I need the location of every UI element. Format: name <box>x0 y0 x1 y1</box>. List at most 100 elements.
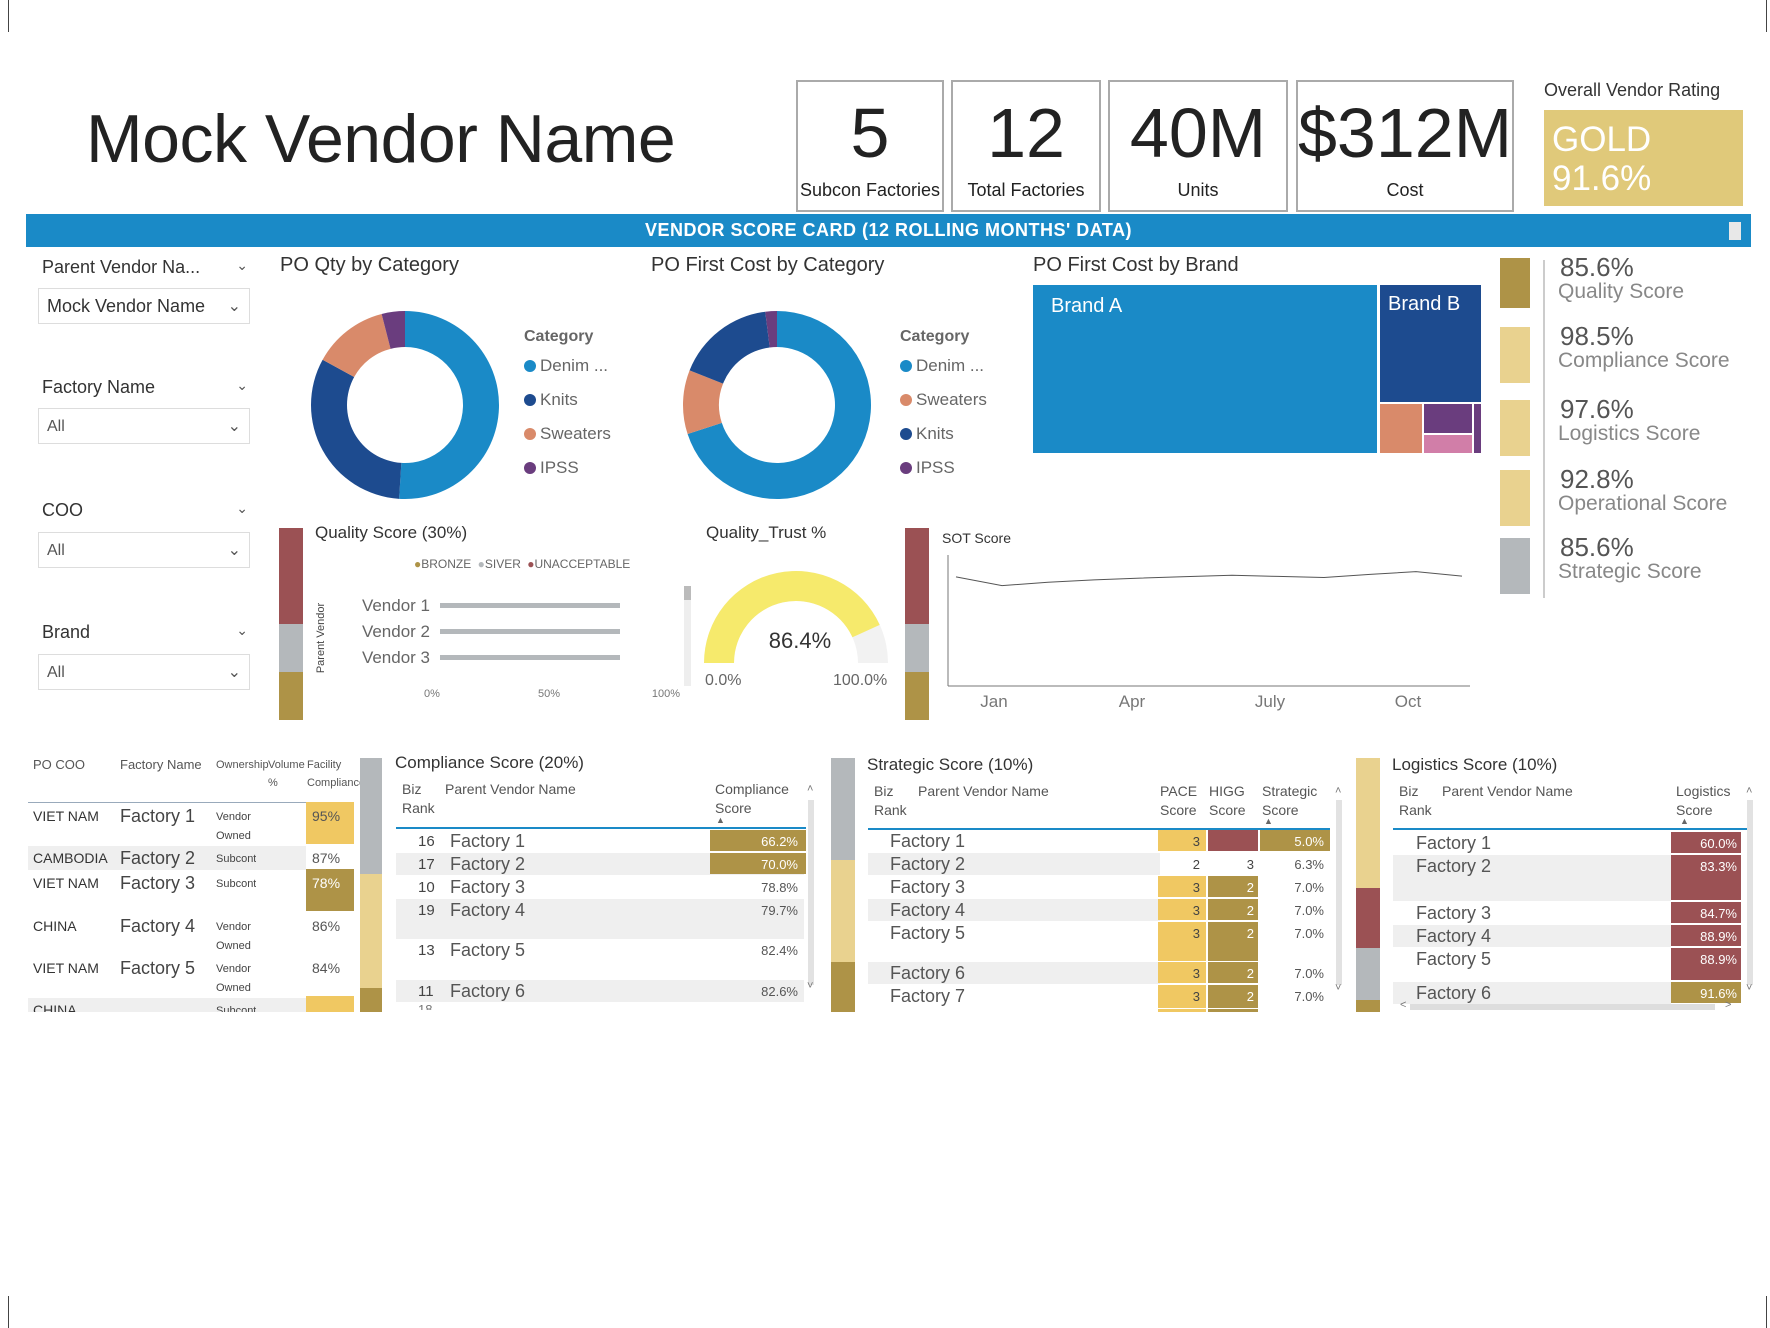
filter-coo-label[interactable]: COO ⌄ <box>42 500 252 521</box>
cell-score: 88.9% <box>1700 929 1737 944</box>
donut-slice[interactable] <box>689 311 770 384</box>
quality-bar[interactable] <box>440 629 620 634</box>
filter-brand-label[interactable]: Brand ⌄ <box>42 622 252 643</box>
chevron-down-icon[interactable]: ⌄ <box>236 622 248 638</box>
filter-parent-vendor-select[interactable]: Mock Vendor Name ⌄ <box>38 288 250 324</box>
po-qty-donut[interactable] <box>300 300 510 510</box>
filter-coo-select[interactable]: All ⌄ <box>38 532 250 568</box>
chevron-down-icon[interactable]: ⌄ <box>236 257 248 273</box>
col-header[interactable]: Compliance Score <box>715 781 789 816</box>
treemap-tile[interactable] <box>1474 404 1481 453</box>
quality-scrollbar[interactable] <box>684 586 691 686</box>
donut-slice[interactable] <box>311 359 402 499</box>
col-header[interactable]: Factory Name <box>120 757 202 772</box>
overall-rating-card[interactable]: GOLD 91.6% <box>1544 110 1743 206</box>
sot-line-chart[interactable]: Jan Apr July Oct <box>940 550 1480 720</box>
col-header[interactable]: Parent Vendor Name <box>1442 783 1573 799</box>
donut-slice[interactable] <box>322 313 391 378</box>
logistics-hscrollbar[interactable] <box>1410 1004 1715 1010</box>
strategic-scrollbar[interactable] <box>1336 800 1342 985</box>
filter-parent-vendor-label[interactable]: Parent Vendor Na... ⌄ <box>42 257 252 278</box>
chevron-down-icon[interactable]: ⌄ <box>227 542 241 559</box>
scroll-up-icon[interactable]: ˄ <box>807 783 814 795</box>
col-header[interactable]: HIGG Score <box>1209 783 1246 818</box>
col-header[interactable]: Logistics Score <box>1676 783 1731 818</box>
kpi-subcon-factories[interactable]: 5 Subcon Factories <box>796 80 944 212</box>
col-header[interactable]: Biz Rank <box>402 781 435 816</box>
po-cost-title: PO First Cost by Category <box>651 254 885 276</box>
kpi-label: Subcon Factories <box>799 180 941 200</box>
filter-brand-select[interactable]: All ⌄ <box>38 654 250 690</box>
treemap-tile[interactable] <box>1424 404 1472 433</box>
quality-bar-chart[interactable]: Vendor 1 Vendor 2 Vendor 3 0% 50% 100% <box>340 585 690 710</box>
chevron-down-icon[interactable]: ⌄ <box>236 500 248 516</box>
legend-label: Sweaters <box>540 424 611 443</box>
col-header[interactable]: Volume % <box>268 759 305 789</box>
col-header[interactable]: Ownership <box>216 759 269 771</box>
col-header[interactable]: Strategic Score <box>1262 783 1318 818</box>
po-cost-donut[interactable] <box>672 300 882 510</box>
filter-factory-name-select[interactable]: All ⌄ <box>38 408 250 444</box>
legend-item[interactable]: Knits <box>900 424 954 444</box>
quality-bar[interactable] <box>440 655 620 660</box>
scroll-down-icon[interactable]: ˅ <box>1746 982 1753 994</box>
col-header[interactable]: Biz Rank <box>1399 783 1432 818</box>
col-header[interactable]: PACE Score <box>1160 783 1198 818</box>
col-header[interactable]: Biz Rank <box>874 783 907 818</box>
sot-stack-gold <box>905 672 929 720</box>
cell-name: Factory 5 <box>1416 949 1492 969</box>
legend-item[interactable]: Denim ... <box>900 356 984 376</box>
col-header[interactable]: PO COO <box>33 757 86 772</box>
scroll-up-icon[interactable]: ˄ <box>1335 785 1342 797</box>
sot-series-line[interactable] <box>955 571 1463 587</box>
row-background <box>396 980 804 1002</box>
legend-item[interactable]: Sweaters <box>900 390 987 410</box>
logistics-scrollbar[interactable] <box>1747 800 1753 985</box>
sort-desc-icon[interactable]: ▲ <box>716 815 725 825</box>
treemap-tile[interactable] <box>1424 435 1472 453</box>
treemap-brand-a[interactable]: Brand A <box>1033 285 1377 453</box>
cell-factory: Factory 5 <box>120 958 196 978</box>
scroll-left-icon[interactable]: ˂ <box>1400 999 1407 1011</box>
col-header[interactable]: Parent Vendor Name <box>918 783 1049 799</box>
chevron-down-icon[interactable]: ⌄ <box>227 298 241 315</box>
scroll-right-icon[interactable]: ˃ <box>1725 999 1732 1011</box>
scroll-down-icon[interactable]: ˅ <box>807 980 814 992</box>
donut-slice[interactable] <box>687 311 871 499</box>
col-header[interactable]: Parent Vendor Name <box>445 781 576 797</box>
treemap-tile[interactable] <box>1380 404 1422 453</box>
kpi-units[interactable]: 40M Units <box>1108 80 1288 212</box>
filter-factory-name-label[interactable]: Factory Name ⌄ <box>42 377 252 398</box>
chevron-down-icon[interactable]: ⌄ <box>227 664 241 681</box>
focus-mode-icon[interactable] <box>1729 222 1741 240</box>
sort-desc-icon[interactable]: ▲ <box>1264 816 1273 826</box>
legend-item[interactable]: Denim ... <box>524 356 608 376</box>
x-tick-label: Oct <box>1395 692 1422 711</box>
donut-slice[interactable] <box>381 311 405 349</box>
cell-name: Factory 3 <box>1416 903 1492 923</box>
legend-item[interactable]: Sweaters <box>524 424 611 444</box>
cell-pace: 3 <box>1192 903 1200 918</box>
cell-coo: VIET NAM <box>33 960 99 976</box>
donut-slice[interactable] <box>683 370 724 435</box>
treemap-label: Brand B <box>1388 293 1461 315</box>
scroll-down-icon[interactable]: ˅ <box>1335 982 1342 994</box>
treemap-brand-b[interactable]: Brand B <box>1380 285 1481 402</box>
quality-bar[interactable] <box>440 603 620 608</box>
quality-trust-gauge[interactable] <box>700 565 900 675</box>
chevron-down-icon[interactable]: ⌄ <box>236 377 248 393</box>
legend-item[interactable]: Knits <box>524 390 578 410</box>
chevron-down-icon[interactable]: ⌄ <box>227 418 241 435</box>
compliance-scrollbar[interactable] <box>808 800 814 985</box>
legend-item[interactable]: IPSS <box>524 458 579 478</box>
crop-mark <box>8 0 9 32</box>
scroll-up-icon[interactable]: ˄ <box>1746 785 1753 797</box>
legend-item[interactable]: IPSS <box>900 458 955 478</box>
col-header[interactable]: Facility Compliance <box>307 759 366 789</box>
donut-slice[interactable] <box>399 311 500 500</box>
kpi-cost[interactable]: $312M Cost <box>1296 80 1514 212</box>
sort-desc-icon[interactable]: ▲ <box>1680 816 1689 826</box>
donut-slice[interactable] <box>765 311 777 348</box>
cell-strategic: 5.0% <box>1294 834 1324 849</box>
kpi-total-factories[interactable]: 12 Total Factories <box>951 80 1101 212</box>
